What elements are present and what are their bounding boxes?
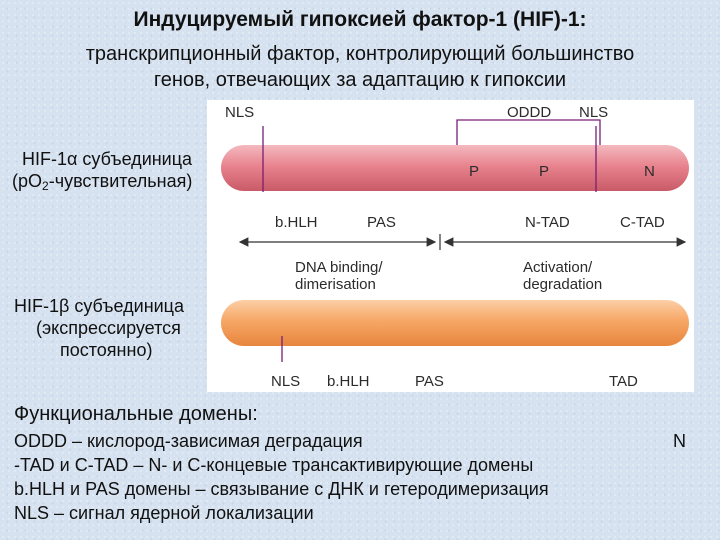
oddd-bracket (456, 119, 601, 166)
legend-line-2: -TAD и C-TAD – N- и C-концевые трансакти… (14, 455, 534, 475)
alpha-ntad-label: N-TAD (525, 214, 570, 231)
hif1b-label-line3: постоянно) (60, 340, 153, 360)
alpha-bhlh-label: b.HLH (275, 214, 318, 231)
n-site: N (644, 163, 655, 180)
dimerisation-label: dimerisation (295, 276, 376, 293)
legend-line-1: ODDD – кислород-зависимая деградация N (14, 431, 686, 451)
alpha-ctad-label: C-TAD (620, 214, 665, 231)
hif1b-label-line2: (экспрессируется (36, 318, 181, 338)
degradation-label: degradation (523, 276, 602, 293)
subtitle-line-1: транскрипционный фактор, контролирующий … (85, 43, 635, 65)
alpha-nls2-label: NLS (579, 104, 608, 121)
beta-bhlh-label: b.HLH (327, 373, 370, 390)
slide-subtitle: транскрипционный фактор, контролирующий … (0, 41, 720, 93)
alpha-nls-label: NLS (225, 104, 254, 121)
p-site-1: P (469, 163, 479, 180)
alpha-oddd-label: ODDD (507, 104, 551, 121)
hif1a-label-line1: HIF-1α субъединица (22, 149, 193, 169)
hif1a-bar (221, 145, 689, 191)
slide-title: Индуцируемый гипоксией фактор-1 (HIF)-1: (133, 8, 587, 31)
hif1b-label-line1: HIF-1β субъединица (14, 296, 185, 316)
beta-tad-label: TAD (609, 373, 638, 390)
hif-domain-figure: NLS ODDD NLS P P N b.HLH PAS N-TAD C-TAD… (207, 100, 694, 392)
alpha-pas-label: PAS (367, 214, 396, 231)
hif1b-bar (221, 300, 689, 346)
legend-line-3: b.HLH и PAS домены – связывание с ДНК и … (14, 479, 549, 499)
hif1b-label: HIF-1β субъединица (экспрессируется пост… (14, 295, 234, 361)
hif1a-label: HIF-1α субъединица (pO2-чувствительная) (12, 148, 193, 197)
domains-legend: Функциональные домены: ODDD – кислород-з… (14, 403, 694, 525)
beta-nls-label: NLS (271, 373, 300, 390)
hif1a-label-line2: (pO2-чувствительная) (12, 171, 193, 193)
p-site-2: P (539, 163, 549, 180)
legend-heading: Функциональные домены: (14, 403, 258, 425)
legend-line-4: NLS – сигнал ядерной локализации (14, 503, 314, 523)
beta-pas-label: PAS (415, 373, 444, 390)
dna-binding-label: DNA binding/ (295, 259, 383, 276)
domain-diagram: NLS ODDD NLS P P N b.HLH PAS N-TAD C-TAD… (221, 104, 689, 390)
subtitle-line-2: генов, отвечающих за адаптацию к гипокси… (153, 69, 567, 91)
activation-label: Activation/ (523, 259, 593, 276)
